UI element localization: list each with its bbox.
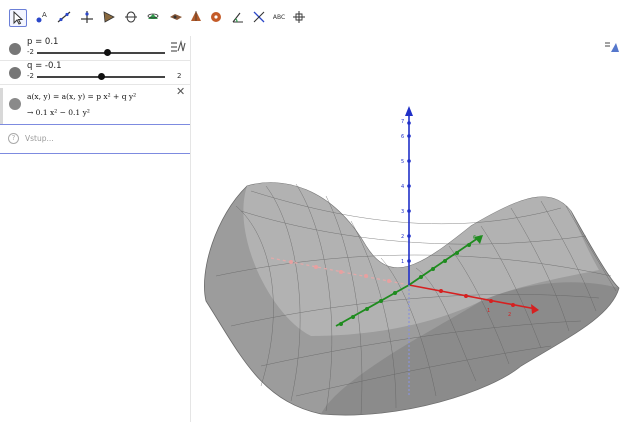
close-icon[interactable]: ✕: [176, 85, 186, 98]
plane-tool-icon[interactable]: [168, 9, 184, 25]
z-tick-4: 4: [401, 184, 404, 190]
slider-knob-q[interactable]: [98, 73, 105, 80]
function-definition: a(x, y) = a(x, y) = p x² + q y²: [27, 92, 137, 101]
visibility-toggle-p[interactable]: [9, 43, 21, 55]
saddle-surface: [204, 182, 620, 416]
slider-knob-p[interactable]: [104, 49, 111, 56]
reflect-tool-icon[interactable]: [251, 9, 267, 25]
angle-tool-icon[interactable]: [230, 9, 246, 25]
z-tick-6: 6: [401, 134, 404, 140]
input-bar[interactable]: ? Vstup...: [0, 125, 190, 154]
slider-label-q: q = -0.1: [27, 61, 62, 71]
perpendicular-line-tool-icon[interactable]: [79, 9, 95, 25]
move-tool-icon[interactable]: [9, 9, 27, 27]
visibility-toggle-a[interactable]: [9, 98, 21, 110]
slider-min-p: -2: [27, 48, 34, 56]
style-bar-toggle-icon[interactable]: [604, 39, 620, 53]
slider-row-q: q = -0.1 -2 2: [0, 60, 190, 85]
y-tick-6: 6: [473, 235, 476, 241]
x-axis: 1 2: [270, 257, 539, 318]
slider-row-p: p = 0.1 -2: [0, 36, 190, 61]
z-tick-1: 1: [401, 259, 404, 265]
graphics-3d-view[interactable]: 1 2 6 1 2 3 4 5 6 7: [191, 36, 622, 422]
selected-row-indicator: [0, 88, 3, 124]
algebra-view: p = 0.1 -2 q = -0.1 -2 2 a(x, y) = a(x, …: [0, 36, 191, 422]
slider-track-p[interactable]: [37, 52, 165, 54]
function-row[interactable]: a(x, y) = a(x, y) = p x² + q y² → 0.1 x²…: [0, 84, 190, 125]
point-tool-icon[interactable]: A: [33, 9, 49, 25]
x-tick-1: 1: [487, 308, 490, 314]
text-tool-icon[interactable]: ABC: [272, 13, 286, 21]
toolbar: A ABC: [0, 0, 622, 36]
rotate-view-tool-icon[interactable]: [291, 9, 307, 25]
input-placeholder: Vstup...: [25, 134, 54, 143]
saddle-plot: 1 2 6 1 2 3 4 5 6 7: [204, 106, 620, 416]
sphere-tool-icon[interactable]: [208, 9, 224, 25]
z-tick-3: 3: [401, 209, 404, 215]
slider-max-q: 2: [177, 72, 182, 80]
z-axis: 1 2 3 4 5 6 7: [401, 106, 413, 396]
z-tick-2: 2: [401, 234, 404, 240]
circle-with-axis-tool-icon[interactable]: [123, 9, 139, 25]
line-tool-icon[interactable]: [56, 9, 72, 25]
y-axis: 6: [335, 235, 483, 327]
pyramid-tool-icon[interactable]: [188, 9, 204, 25]
function-result: → 0.1 x² − 0.1 y²: [27, 108, 90, 117]
algebra-menu-icon[interactable]: [170, 39, 186, 53]
x-tick-2: 2: [508, 312, 511, 318]
z-tick-7: 7: [401, 119, 404, 125]
svg-text:A: A: [42, 11, 47, 19]
slider-label-p: p = 0.1: [27, 37, 59, 47]
visibility-toggle-q[interactable]: [9, 67, 21, 79]
help-icon[interactable]: ?: [8, 133, 19, 144]
slider-min-q: -2: [27, 72, 34, 80]
polygon-tool-icon[interactable]: [101, 9, 117, 25]
intersect-surfaces-tool-icon[interactable]: [145, 9, 161, 25]
z-tick-5: 5: [401, 159, 404, 165]
